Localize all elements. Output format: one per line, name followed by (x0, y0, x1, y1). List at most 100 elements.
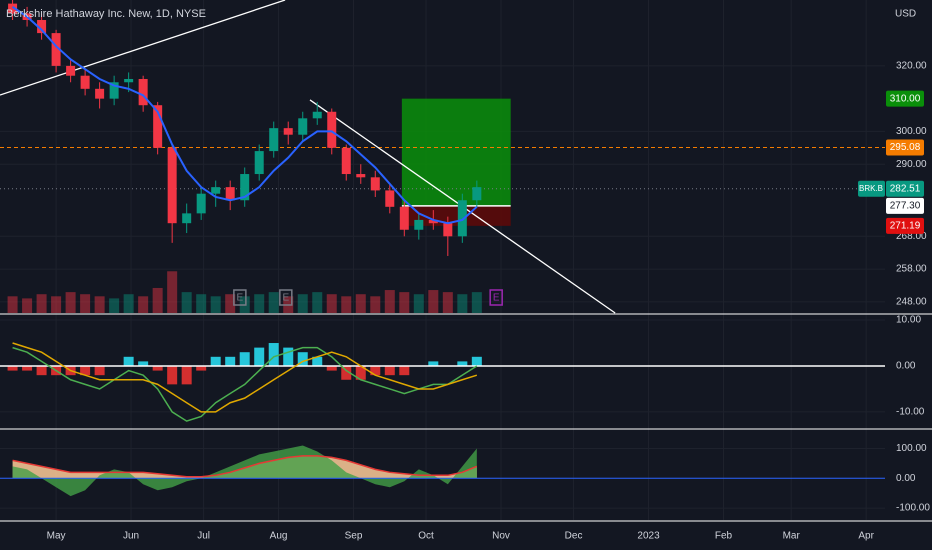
volume-bar (80, 294, 91, 313)
y-tick-label: -100.00 (896, 503, 930, 514)
volume-bar (370, 296, 381, 313)
price-tag (886, 180, 924, 197)
volume-bar (312, 292, 323, 313)
candle-body (254, 151, 264, 175)
price-tag-label: 277.30 (890, 200, 921, 211)
histogram-bar (7, 365, 18, 371)
y-tick-label: -10.00 (896, 407, 925, 418)
macd-line (12, 342, 478, 413)
volume-bar (384, 290, 395, 313)
x-tick-label: Apr (858, 531, 874, 542)
candle-body (153, 105, 163, 148)
earnings-marker (489, 289, 503, 306)
candle-body (37, 19, 47, 34)
volume-bar (51, 296, 62, 313)
volume-bar (457, 294, 468, 313)
histogram-bar (196, 365, 207, 371)
volume-bar (22, 298, 33, 313)
y-tick-label: 258.00 (896, 264, 927, 275)
histogram-bar (355, 365, 366, 380)
macd-line (12, 346, 478, 422)
candle-body (109, 82, 119, 99)
y-tick-label: 290.00 (896, 159, 927, 170)
earnings-marker (279, 289, 293, 306)
candle-body (443, 223, 453, 237)
candle-body (80, 75, 90, 89)
candle-body (269, 128, 279, 152)
symbol-label: BRK.B (859, 184, 883, 193)
histogram-bar (312, 356, 323, 366)
price-tag (886, 197, 924, 214)
candle-body (51, 33, 61, 66)
trendline (0, 0, 286, 96)
candle-body (211, 187, 221, 194)
price-tag (886, 139, 924, 156)
volume-bar (225, 294, 236, 313)
x-tick-label: Mar (783, 531, 801, 542)
candle-body (341, 147, 351, 175)
volume-bar (7, 296, 18, 313)
candle-body (124, 78, 134, 83)
earnings-label: E (493, 293, 500, 304)
histogram-bar (283, 347, 294, 366)
candle-body (66, 65, 76, 76)
volume-bar (36, 294, 47, 313)
signal-line (12, 455, 478, 478)
histogram-bar (457, 361, 468, 366)
candle-body (356, 174, 366, 178)
volume-bar (341, 296, 352, 313)
x-tick-label: Feb (715, 531, 733, 542)
candle-body (283, 128, 293, 135)
y-tick-label: 268.00 (896, 231, 927, 242)
volume-bar (181, 292, 192, 313)
histogram-bar (326, 365, 337, 371)
symbol-tag (858, 180, 885, 197)
y-tick-label: 320.00 (896, 61, 927, 72)
histogram-bar (80, 365, 91, 376)
x-tick-label: Dec (565, 531, 583, 542)
price-tag-label: 282.51 (890, 183, 921, 194)
histogram-bar (167, 365, 178, 385)
price-tag (886, 90, 924, 107)
target-zone (401, 98, 511, 206)
candle-body (298, 118, 308, 135)
histogram-bar (138, 361, 149, 366)
histogram-bar (370, 365, 381, 376)
candle-body (457, 200, 467, 237)
volume-bar (428, 290, 439, 313)
candle-body (95, 88, 105, 99)
histogram-bar (239, 352, 250, 366)
volume-bar (442, 292, 453, 313)
histogram-bar (123, 356, 134, 366)
histogram-bar (210, 356, 221, 366)
volume-bar (471, 292, 482, 313)
volume-bar (297, 294, 308, 313)
y-tick-label: 10.00 (896, 315, 921, 326)
price-tag-label: 271.19 (890, 220, 921, 231)
price-tag-label: 310.00 (890, 93, 921, 104)
histogram-bar (254, 347, 265, 366)
candle-body (225, 187, 235, 201)
candle-body (327, 111, 337, 148)
y-tick-label: 0.00 (896, 361, 916, 372)
x-tick-label: Jul (197, 531, 210, 542)
y-tick-label: 0.00 (896, 473, 916, 484)
volume-bar (65, 292, 76, 313)
histogram-bar (225, 356, 236, 366)
candle-body (8, 3, 18, 14)
x-tick-label: 2023 (637, 531, 660, 542)
histogram-bar (152, 365, 163, 371)
volume-bar (254, 294, 265, 313)
y-tick-label: 300.00 (896, 126, 927, 137)
candle-body (138, 78, 148, 106)
earnings-marker (233, 289, 247, 306)
candle-body (428, 219, 438, 224)
histogram-bar (399, 365, 410, 376)
histogram-bar (181, 365, 192, 385)
candle-body (167, 147, 177, 224)
histogram-bar (22, 365, 33, 371)
volume-bar (326, 294, 337, 313)
